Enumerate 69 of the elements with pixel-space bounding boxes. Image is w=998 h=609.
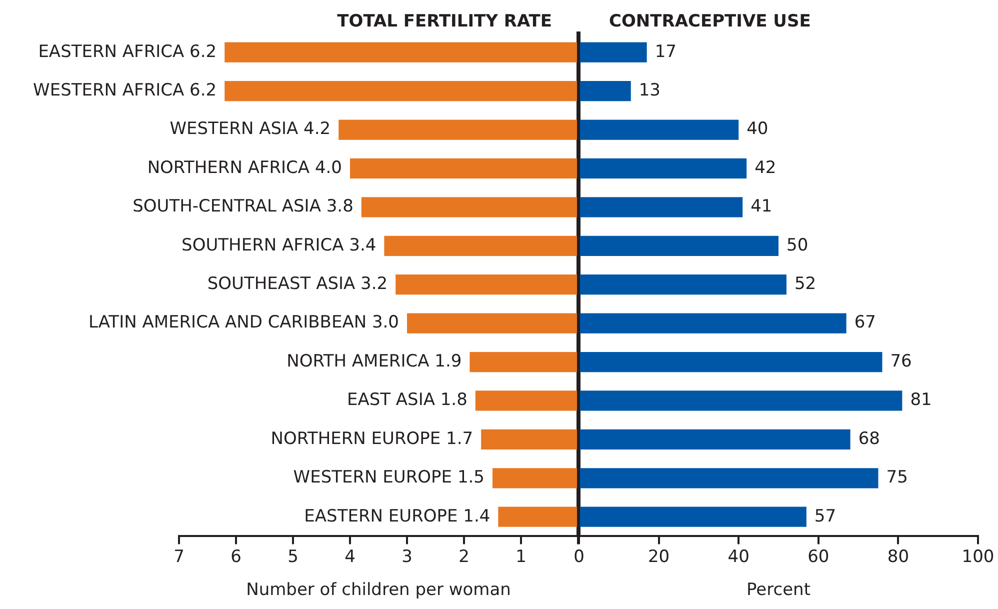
bar: [580, 506, 806, 527]
category-label: SOUTHEAST ASIA 3.2: [207, 274, 388, 294]
data-label: 42: [754, 158, 776, 178]
category-label: EASTERN EUROPE 1.4: [304, 506, 490, 526]
bar: [580, 313, 846, 334]
bar: [580, 236, 778, 256]
category-label: WESTERN EUROPE 1.5: [293, 468, 484, 488]
category-label: NORTH AMERICA 1.9: [286, 351, 462, 372]
bar: [384, 236, 577, 256]
bar: [492, 468, 577, 488]
category-label: LATIN AMERICA AND CARIBBEAN 3.0: [88, 312, 399, 333]
data-label: 17: [654, 42, 676, 62]
category-label: WESTERN ASIA 4.2: [170, 119, 331, 140]
x-tick-label: 20: [648, 546, 670, 567]
category-label: EAST ASIA 1.8: [346, 390, 468, 410]
bar: [498, 506, 577, 527]
category-label: SOUTH-CENTRAL ASIA 3.8: [132, 196, 354, 217]
data-label: 40: [746, 119, 768, 140]
category-label: WESTERN AFRICA 6.2: [33, 80, 217, 100]
data-label: 41: [750, 196, 772, 217]
x-tick-label: 0: [574, 546, 584, 567]
bar: [580, 42, 647, 62]
bar: [470, 352, 577, 372]
bar: [224, 42, 577, 62]
x-axis-title: Number of children per woman: [246, 580, 511, 600]
bar: [580, 197, 743, 218]
data-label: 67: [854, 312, 876, 333]
bar: [407, 313, 577, 334]
bar: [475, 390, 577, 411]
bar: [580, 390, 902, 411]
x-tick-label: 60: [808, 546, 830, 567]
data-label: 68: [858, 428, 880, 449]
bar: [580, 352, 882, 372]
x-tick-label: 6: [230, 546, 242, 567]
data-label: 57: [814, 506, 836, 526]
category-label: NORTHERN AFRICA 4.0: [147, 158, 342, 178]
bar: [361, 197, 577, 218]
x-tick-label: 80: [887, 546, 910, 567]
data-label: 50: [786, 235, 808, 256]
bar: [396, 274, 577, 295]
data-label: 75: [886, 468, 908, 488]
bar: [580, 81, 631, 102]
data-label: 81: [910, 390, 932, 410]
data-label: 13: [638, 80, 661, 100]
x-tick-label: 40: [728, 546, 750, 567]
x-tick-label: 7: [174, 546, 184, 567]
x-tick-label: 1: [516, 546, 526, 567]
bar: [580, 468, 878, 488]
category-label: SOUTHERN AFRICA 3.4: [182, 235, 376, 256]
x-tick-label: 100: [962, 546, 994, 567]
bar: [580, 158, 747, 179]
category-label: NORTHERN EUROPE 1.7: [270, 428, 474, 449]
bar: [350, 158, 577, 179]
chart-title: CONTRACEPTIVE USE: [609, 11, 811, 32]
x-axis-title: Percent: [746, 580, 811, 600]
bar: [580, 274, 786, 295]
x-tick-label: 5: [288, 546, 298, 567]
x-tick-label: 2: [458, 546, 470, 567]
bar: [224, 81, 577, 102]
bar: [580, 120, 739, 140]
bar: [338, 120, 577, 140]
x-tick-label: 4: [344, 546, 356, 567]
chart-title: TOTAL FERTILITY RATE: [337, 11, 552, 32]
bar: [580, 429, 850, 450]
data-label: 52: [794, 274, 816, 294]
category-label: EASTERN AFRICA 6.2: [38, 42, 217, 62]
bar: [481, 429, 577, 450]
x-tick-label: 3: [402, 546, 412, 567]
data-label: 76: [890, 351, 912, 372]
